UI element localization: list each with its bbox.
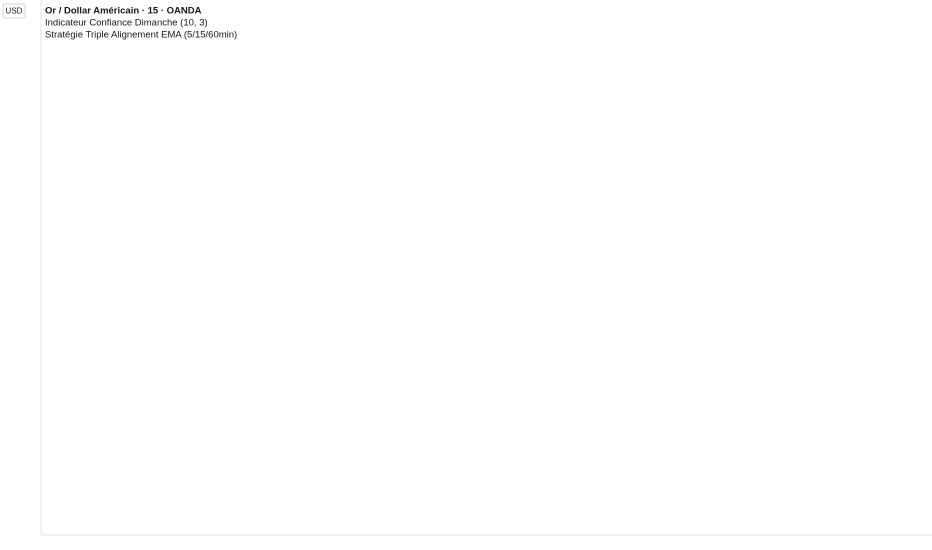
currency[interactable]: USD [6,7,23,16]
price-axis [0,0,41,550]
indicator-label: Stratégie Triple Alignement EMA (5/15/60… [45,30,237,41]
indicator-label: Indicateur Confiance Dimanche (10, 3) [45,18,208,29]
chart-title: Or / Dollar Américain · 15 · OANDA [45,6,202,17]
currency-button[interactable] [2,3,26,19]
